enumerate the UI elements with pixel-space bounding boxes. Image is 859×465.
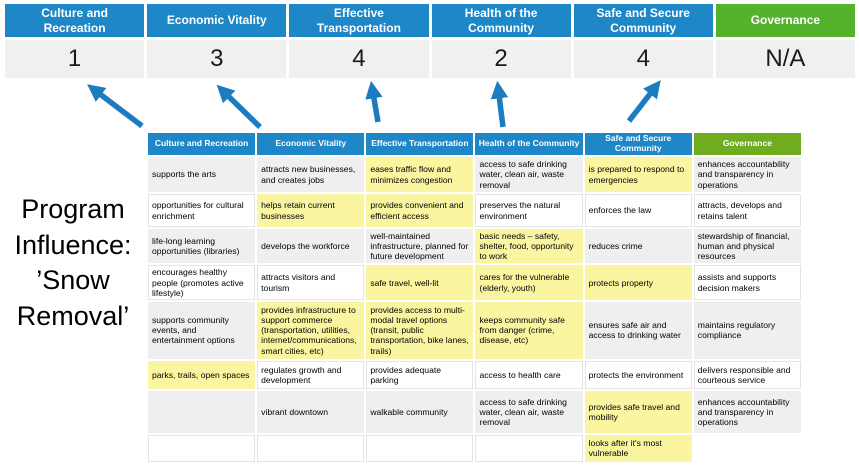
matrix-cell: vibrant downtown xyxy=(255,388,367,435)
matrix-cell xyxy=(693,434,802,463)
matrix-cell: access to health care xyxy=(473,358,585,391)
matrix-row: life-long learning opportunities (librar… xyxy=(145,226,804,266)
up-arrow-icon xyxy=(216,84,262,129)
score-category-label: Culture and Recreation xyxy=(5,4,145,37)
score-category-label: Health of the Community xyxy=(431,4,571,37)
matrix-row: encourages healthy people (promotes acti… xyxy=(145,263,804,302)
matrix-cell: eases traffic flow and minimizes congest… xyxy=(364,155,476,194)
matrix-column-header: Effective Transportation xyxy=(364,131,476,157)
score-category-label: Governance xyxy=(715,4,855,37)
matrix-cell: helps retain current businesses xyxy=(255,192,367,229)
matrix-cell: protects the environment xyxy=(582,358,694,391)
matrix-column-header: Safe and Secure Community xyxy=(582,131,694,157)
score-value: 4 xyxy=(573,40,713,78)
score-value: 4 xyxy=(289,40,429,78)
matrix-cell: ensures safe air and access to drinking … xyxy=(582,299,694,361)
matrix-cell: opportunities for cultural enrichment xyxy=(145,192,258,229)
matrix-cell: safe travel, well-lit xyxy=(364,263,476,302)
matrix-cell: supports community events, and entertain… xyxy=(145,299,258,361)
matrix-cell: basic needs – safety, shelter, food, opp… xyxy=(473,226,585,266)
influence-arrows xyxy=(87,80,661,129)
matrix-row: parks, trails, open spaces regulates grow… xyxy=(145,358,804,391)
matrix-cell: encourages healthy people (promotes acti… xyxy=(145,263,258,302)
matrix-row: vibrant downtown walkable community access… xyxy=(145,388,804,435)
matrix-cell: attracts, develops and retains talent xyxy=(691,192,804,229)
matrix-cell xyxy=(255,432,367,464)
up-arrow-icon xyxy=(365,80,383,123)
scoreboard-scores: 1 3 4 2 4 N/A xyxy=(5,40,855,78)
matrix-column-header: Health of the Community xyxy=(473,131,585,157)
matrix-row: opportunities for cultural enrichment hel… xyxy=(145,192,804,229)
matrix-cell: attracts new businesses, and creates job… xyxy=(255,155,367,194)
matrix-cell: provides safe travel and mobility xyxy=(582,388,694,435)
score-value: N/A xyxy=(715,40,855,78)
matrix-cell: provides adequate parking xyxy=(364,358,476,391)
matrix-cell xyxy=(145,388,258,435)
matrix-column-header: Governance xyxy=(691,131,804,157)
matrix-cell: is prepared to respond to emergencies xyxy=(582,155,694,194)
matrix-cell: provides infrastructure to support comme… xyxy=(255,299,367,361)
score-value: 2 xyxy=(431,40,571,78)
matrix-cell: attracts visitors and tourism xyxy=(255,263,367,302)
up-arrow-icon xyxy=(490,80,509,128)
score-category-label: Effective Transportation xyxy=(289,4,429,37)
matrix-cell: well-maintained infrastructure, planned … xyxy=(364,226,476,266)
up-arrow-icon xyxy=(626,80,661,123)
score-value: 3 xyxy=(147,40,287,78)
matrix-cell: supports the arts xyxy=(145,155,258,194)
matrix-cell: develops the workforce xyxy=(255,226,367,266)
up-arrow-icon xyxy=(87,84,144,129)
matrix-cell: regulates growth and development xyxy=(255,358,367,391)
matrix-cell xyxy=(145,432,258,464)
matrix-column-header: Culture and Recreation xyxy=(145,131,258,157)
scoreboard-categories: Culture and Recreation Economic Vitality E… xyxy=(5,4,855,37)
score-category-label: Economic Vitality xyxy=(147,4,287,37)
influence-matrix: Culture and Recreation Economic Vitality E… xyxy=(145,131,804,464)
score-category-label: Safe and Secure Community xyxy=(573,4,713,37)
matrix-cell: enhances accountability and transparency… xyxy=(691,388,804,435)
matrix-cell: stewardship of financial, human and phys… xyxy=(691,226,804,266)
matrix-cell xyxy=(364,432,476,464)
matrix-cell: provides access to multi-modal travel op… xyxy=(364,299,476,361)
matrix-cell: provides convenient and efficient access xyxy=(364,192,476,229)
matrix-cell: preserves the natural environment xyxy=(473,192,585,229)
page-title: Program Influence: ’Snow Removal’ xyxy=(14,194,132,331)
matrix-cell: maintains regulatory compliance xyxy=(691,299,804,361)
matrix-row: supports the arts attracts new businesses… xyxy=(145,155,804,194)
matrix-cell: parks, trails, open spaces xyxy=(145,358,258,391)
matrix-cell: cares for the vulnerable (elderly, youth… xyxy=(473,263,585,302)
matrix-cell: enforces the law xyxy=(582,192,694,229)
matrix-cell: life-long learning opportunities (librar… xyxy=(145,226,258,266)
matrix-cell: enhances accountability and transparency… xyxy=(691,155,804,194)
matrix-cell: protects property xyxy=(582,263,694,302)
matrix-cell: walkable community xyxy=(364,388,476,435)
score-value: 1 xyxy=(5,40,145,78)
matrix-cell: access to safe drinking water, clean air… xyxy=(473,155,585,194)
matrix-column-header: Economic Vitality xyxy=(255,131,367,157)
matrix-cell: access to safe drinking water, clean air… xyxy=(473,388,585,435)
matrix-cell: keeps community safe from danger (crime,… xyxy=(473,299,585,361)
matrix-cell: reduces crime xyxy=(582,226,694,266)
matrix-cell: assists and supports decision makers xyxy=(691,263,804,302)
matrix-cell: looks after it's most vulnerable xyxy=(582,432,694,464)
matrix-cell: delivers responsible and courteous servi… xyxy=(691,358,804,391)
matrix-row: looks after it's most vulnerable xyxy=(145,432,802,464)
matrix-cell xyxy=(473,432,585,464)
matrix-row: supports community events, and entertain… xyxy=(145,299,804,361)
